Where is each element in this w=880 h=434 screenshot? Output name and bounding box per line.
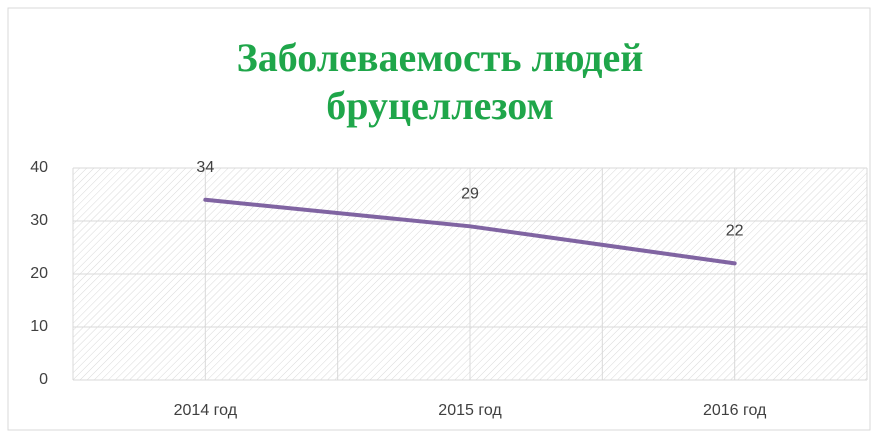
y-tick-label: 20 <box>30 265 48 282</box>
data-label: 29 <box>461 186 479 203</box>
data-label: 22 <box>726 223 744 240</box>
series-line <box>203 197 737 266</box>
data-label: 34 <box>196 159 214 176</box>
chart-title: Заболеваемость людей бруцеллезом <box>236 35 644 128</box>
x-tick-label: 2015 год <box>438 402 502 419</box>
y-tick-label: 30 <box>30 212 48 229</box>
x-tick-label: 2014 год <box>174 402 238 419</box>
y-tick-label: 40 <box>30 159 48 176</box>
y-tick-label: 10 <box>30 318 48 335</box>
y-tick-label: 0 <box>39 371 48 388</box>
x-tick-label: 2016 год <box>703 402 767 419</box>
